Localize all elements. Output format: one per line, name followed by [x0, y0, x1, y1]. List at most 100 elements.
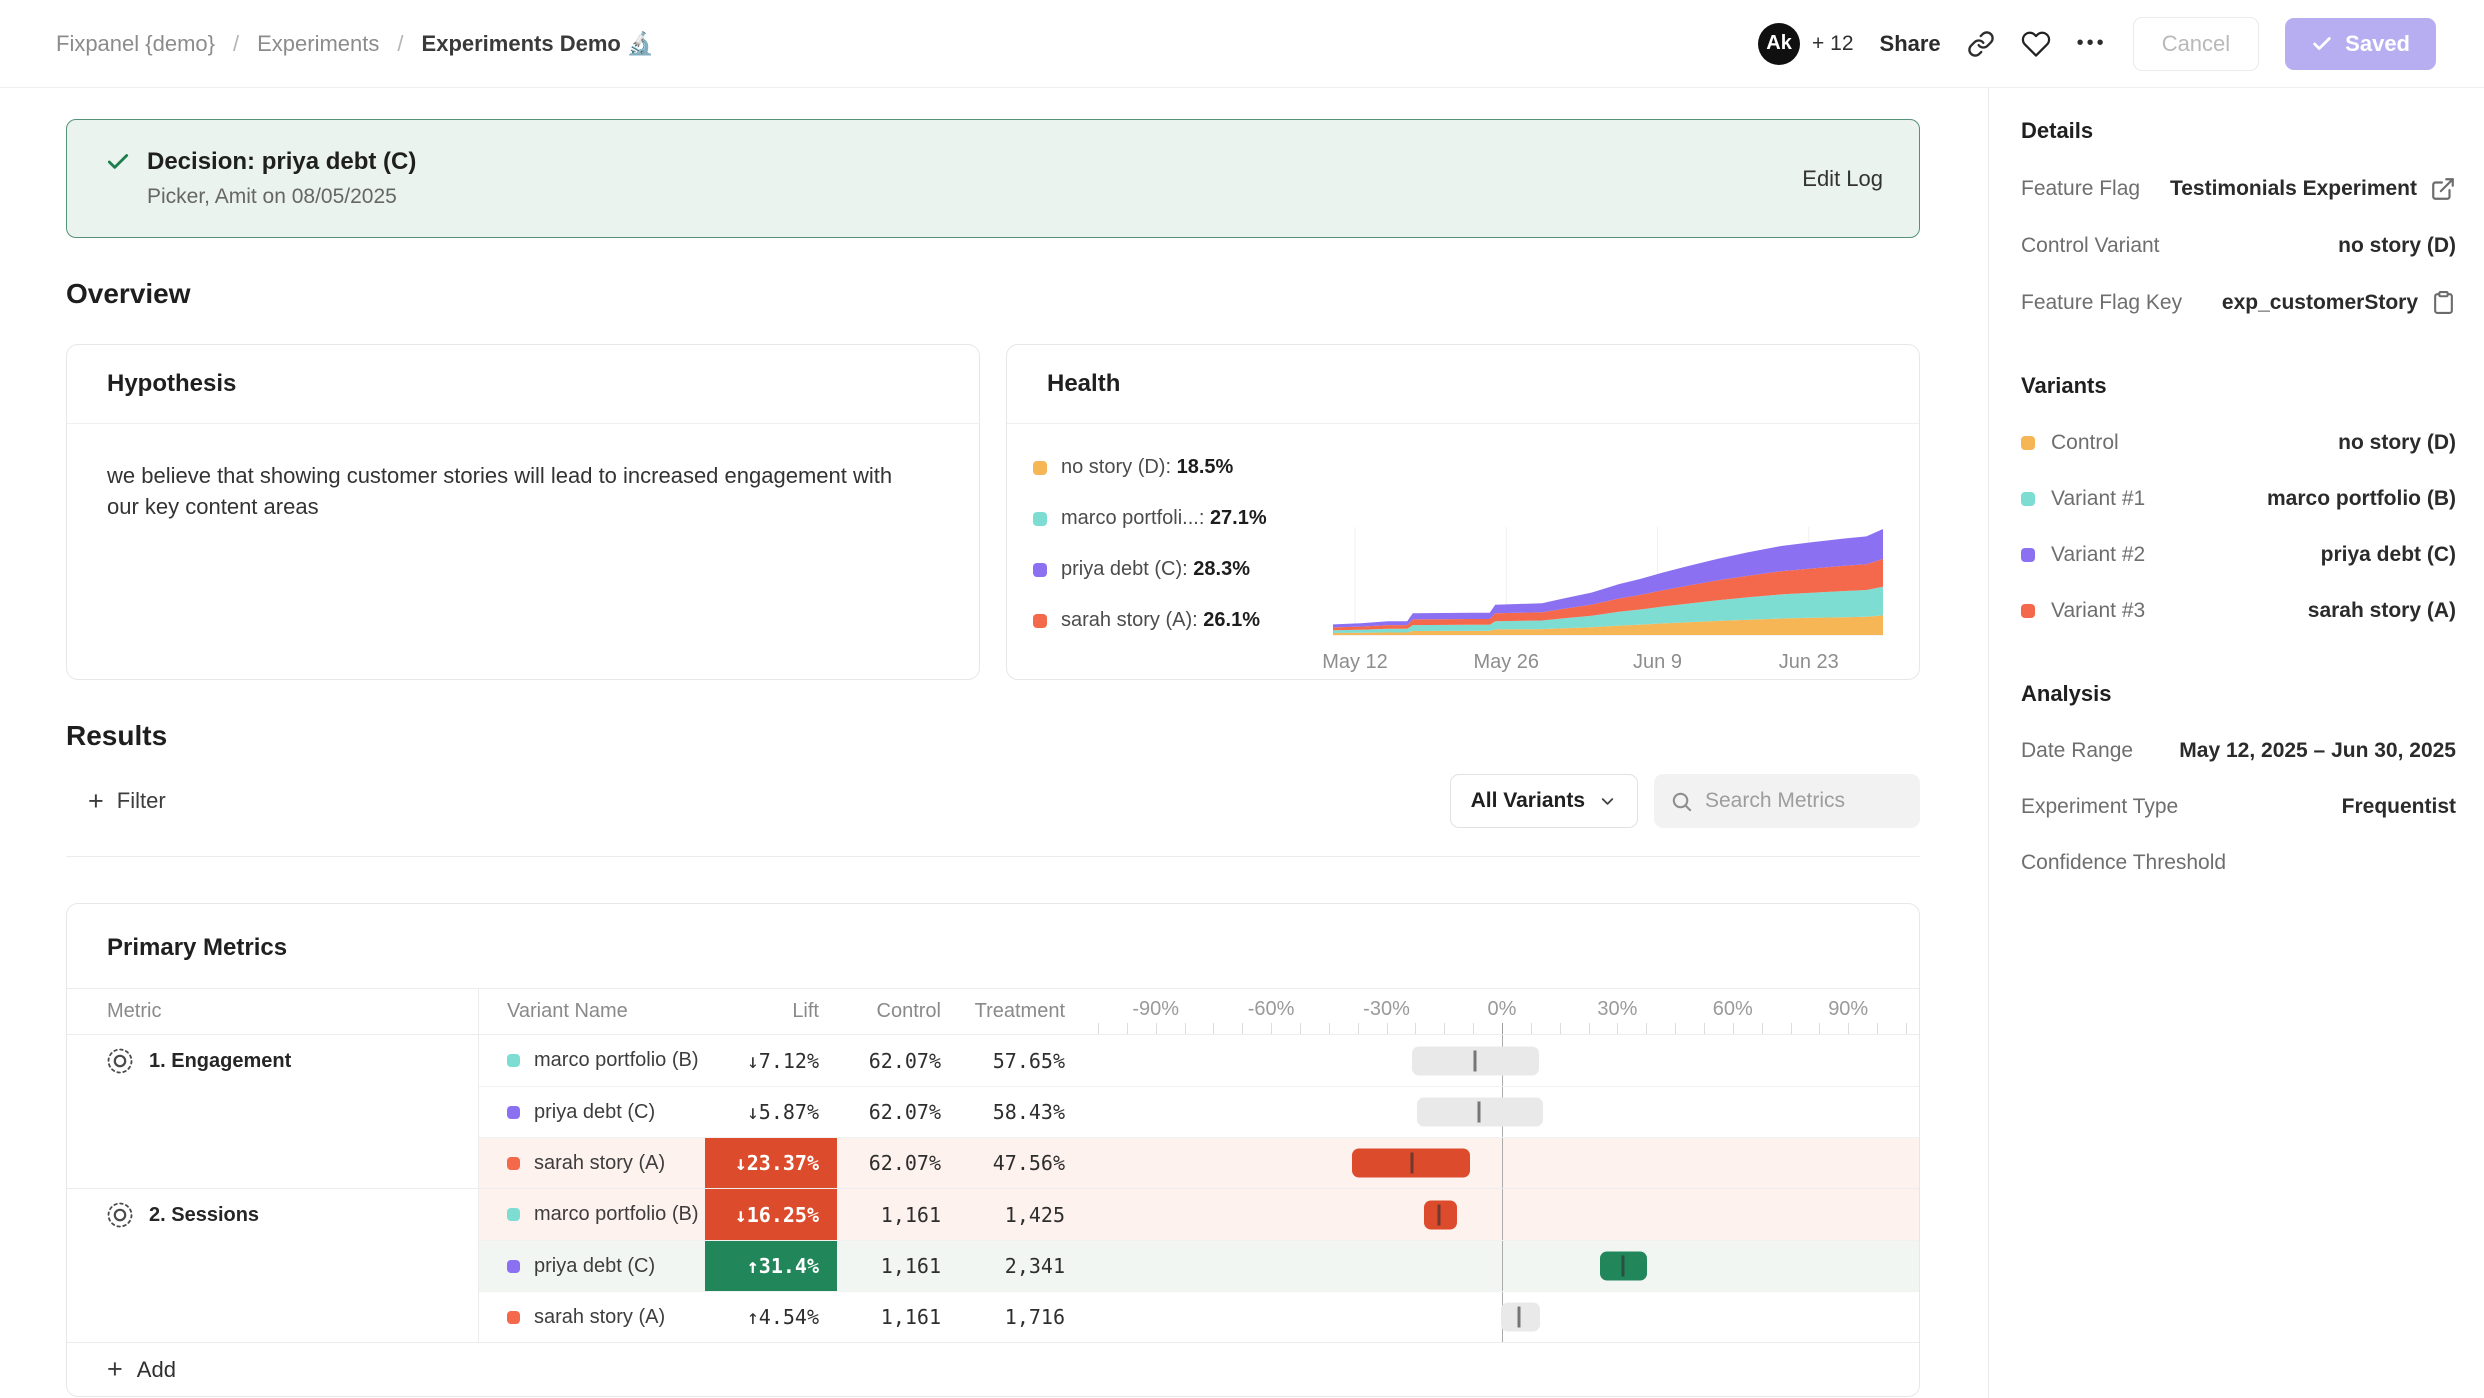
- more-options-button[interactable]: •••: [2077, 32, 2107, 55]
- control-cell: 62.07%: [837, 1137, 959, 1188]
- edit-log-button[interactable]: Edit Log: [1802, 166, 1883, 192]
- legend-label: sarah story (A): 26.1%: [1061, 609, 1260, 632]
- control-cell: 62.07%: [837, 1035, 959, 1086]
- ruler-tick: [1531, 1023, 1532, 1034]
- health-stacked-area-chart: May 12May 26Jun 9Jun 23: [1333, 521, 1883, 680]
- hypothesis-body: we believe that showing customer stories…: [67, 424, 967, 558]
- collaborators-count[interactable]: + 12: [1812, 32, 1853, 56]
- control-value: 1,161: [881, 1254, 941, 1278]
- breadcrumb-experiments[interactable]: Experiments: [257, 31, 379, 57]
- topbar: Fixpanel {demo} / Experiments / Experime…: [0, 0, 2484, 88]
- metric-name-cell[interactable]: 2. Sessions: [67, 1189, 479, 1342]
- control-cell: 62.07%: [837, 1086, 959, 1137]
- ruler-tick: [1819, 1023, 1820, 1034]
- confidence-interval-cell: [1083, 1291, 1919, 1342]
- clipboard-icon[interactable]: [2431, 290, 2456, 315]
- metric-group: 1. Engagementmarco portfolio (B)↓7.12%62…: [67, 1035, 1919, 1189]
- zero-baseline: [1502, 1138, 1503, 1188]
- treatment-cell: 1,425: [959, 1189, 1083, 1240]
- x-axis-tick-label: Jun 23: [1779, 651, 1839, 674]
- breadcrumb-current: Experiments Demo 🔬: [422, 31, 655, 57]
- variants-dropdown[interactable]: All Variants: [1450, 774, 1638, 828]
- metric-name-cell[interactable]: 1. Engagement: [67, 1035, 479, 1188]
- treatment-cell: 47.56%: [959, 1137, 1083, 1188]
- add-metric-button[interactable]: + Add: [67, 1343, 1919, 1396]
- treatment-cell: 2,341: [959, 1240, 1083, 1291]
- plus-icon: +: [88, 788, 104, 815]
- treatment-cell: 58.43%: [959, 1086, 1083, 1137]
- lift-axis-label: 0%: [1488, 998, 1517, 1021]
- x-axis-tick-label: May 26: [1473, 651, 1539, 674]
- metric-goal-icon: [105, 1046, 135, 1076]
- search-metrics-input[interactable]: [1705, 789, 1904, 813]
- analysis-label: Confidence Threshold: [2021, 851, 2226, 875]
- primary-metrics-title: Primary Metrics: [67, 904, 1919, 988]
- lift-axis-label: 30%: [1597, 998, 1637, 1021]
- metric-group: 2. Sessionsmarco portfolio (B)↓16.25%1,1…: [67, 1189, 1919, 1343]
- confidence-interval-cell: [1083, 1086, 1919, 1137]
- x-axis-tick-label: May 12: [1322, 651, 1388, 674]
- saved-button[interactable]: Saved: [2285, 18, 2436, 70]
- breadcrumb: Fixpanel {demo} / Experiments / Experime…: [56, 31, 654, 57]
- lift-axis: -90%-60%-30%0%30%60%90%: [1083, 989, 1919, 1034]
- lift-cell: ↓23.37%: [705, 1137, 837, 1188]
- analysis-label: Date Range: [2021, 739, 2133, 763]
- variant-name: sarah story (A): [534, 1152, 665, 1175]
- variant-color-dot: [507, 1311, 520, 1324]
- details-heading: Details: [2021, 118, 2456, 144]
- column-variant-name: Variant Name: [479, 989, 705, 1034]
- saved-button-label: Saved: [2345, 31, 2410, 57]
- ruler-tick: [1271, 1023, 1272, 1034]
- ruler-tick: [1733, 1023, 1734, 1034]
- health-chart-x-axis: May 12May 26Jun 9Jun 23: [1333, 644, 1883, 680]
- check-icon: [2311, 33, 2333, 55]
- copy-link-icon[interactable]: [1967, 30, 1995, 58]
- lift-cell: ↓5.87%: [705, 1086, 837, 1137]
- add-filter-button[interactable]: + Filter: [88, 788, 166, 815]
- lift-axis-label: 90%: [1828, 998, 1868, 1021]
- decision-title: Decision: priya debt (C): [147, 148, 416, 176]
- ruler-tick: [1213, 1023, 1214, 1034]
- favorite-heart-icon[interactable]: [2021, 29, 2051, 59]
- variant-name: priya debt (C): [534, 1101, 655, 1124]
- lift-marker: [1478, 1102, 1481, 1123]
- analysis-value: Frequentist: [2342, 795, 2456, 819]
- legend-item: priya debt (C): 28.3%: [1033, 558, 1333, 581]
- variant-row: Variant #3sarah story (A): [2021, 599, 2456, 623]
- treatment-value: 1,425: [1005, 1203, 1065, 1227]
- zero-baseline: [1502, 1189, 1503, 1240]
- details-sidebar: Details Feature FlagTestimonials Experim…: [1988, 88, 2484, 1398]
- ruler-tick: [1560, 1023, 1561, 1034]
- control-value: 1,161: [881, 1305, 941, 1329]
- variant-value: sarah story (A): [2308, 599, 2456, 623]
- legend-color-chip: [1033, 563, 1047, 577]
- detail-value: no story (D): [2338, 234, 2456, 258]
- variant-cell: sarah story (A): [479, 1137, 705, 1188]
- treatment-cell: 1,716: [959, 1291, 1083, 1342]
- variant-color-dot: [507, 1208, 520, 1221]
- zero-baseline: [1502, 1241, 1503, 1291]
- breadcrumb-project[interactable]: Fixpanel {demo}: [56, 31, 215, 57]
- external-link-icon[interactable]: [2430, 176, 2456, 202]
- lift-marker: [1621, 1256, 1624, 1277]
- cancel-button[interactable]: Cancel: [2133, 17, 2259, 71]
- lift-value: ↓16.25%: [735, 1203, 819, 1227]
- ruler-tick: [1848, 1023, 1849, 1034]
- ruler-tick: [1473, 1023, 1474, 1034]
- ruler-tick: [1444, 1023, 1445, 1034]
- ruler-tick: [1358, 1023, 1359, 1034]
- legend-color-chip: [1033, 614, 1047, 628]
- lift-value: ↑4.54%: [747, 1305, 819, 1329]
- ruler-tick: [1791, 1023, 1792, 1034]
- variant-color-dot: [507, 1106, 520, 1119]
- share-button[interactable]: Share: [1880, 31, 1941, 57]
- control-value: 62.07%: [869, 1100, 941, 1124]
- variant-cell: marco portfolio (B): [479, 1035, 705, 1086]
- variants-dropdown-value: All Variants: [1471, 789, 1585, 813]
- metric-goal-icon: [105, 1200, 135, 1230]
- x-axis-tick-label: Jun 9: [1633, 651, 1682, 674]
- analysis-value: May 12, 2025 – Jun 30, 2025: [2179, 739, 2456, 763]
- treatment-value: 58.43%: [993, 1100, 1065, 1124]
- avatar[interactable]: Ak: [1758, 23, 1800, 65]
- control-value: 62.07%: [869, 1049, 941, 1073]
